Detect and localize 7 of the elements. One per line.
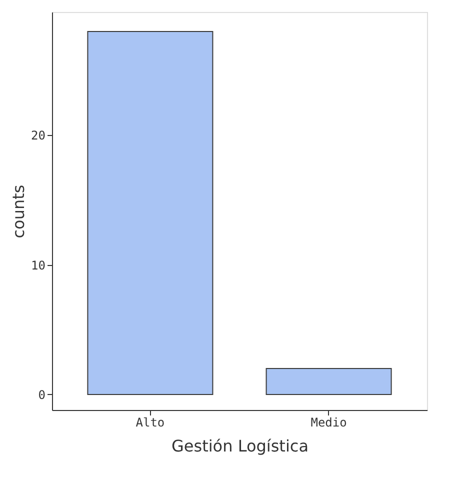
x-tick-label: Alto <box>136 416 165 430</box>
y-tick-label: 20 <box>31 128 46 143</box>
y-tick-label: 0 <box>38 388 46 402</box>
y-tick-label: 10 <box>31 258 46 272</box>
x-axis-title: Gestión Logística <box>172 436 308 456</box>
y-axis-title: counts <box>9 184 28 238</box>
x-tick-label: Medio <box>310 416 347 430</box>
